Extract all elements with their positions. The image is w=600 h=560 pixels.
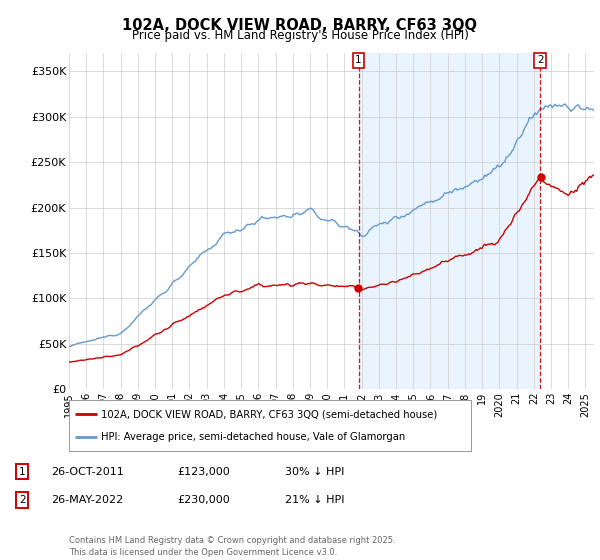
Text: 30% ↓ HPI: 30% ↓ HPI: [285, 466, 344, 477]
Text: 21% ↓ HPI: 21% ↓ HPI: [285, 495, 344, 505]
Bar: [359, 53, 540, 389]
Text: 26-MAY-2022: 26-MAY-2022: [51, 495, 123, 505]
Text: 26-OCT-2011: 26-OCT-2011: [51, 466, 124, 477]
Text: 1: 1: [355, 55, 362, 66]
Text: HPI: Average price, semi-detached house, Vale of Glamorgan: HPI: Average price, semi-detached house,…: [101, 432, 406, 442]
Text: 1: 1: [19, 466, 26, 477]
Text: £230,000: £230,000: [177, 495, 230, 505]
Text: Price paid vs. HM Land Registry's House Price Index (HPI): Price paid vs. HM Land Registry's House …: [131, 29, 469, 42]
Text: 102A, DOCK VIEW ROAD, BARRY, CF63 3QQ (semi-detached house): 102A, DOCK VIEW ROAD, BARRY, CF63 3QQ (s…: [101, 409, 437, 419]
Text: Contains HM Land Registry data © Crown copyright and database right 2025.
This d: Contains HM Land Registry data © Crown c…: [69, 536, 395, 557]
Text: 102A, DOCK VIEW ROAD, BARRY, CF63 3QQ: 102A, DOCK VIEW ROAD, BARRY, CF63 3QQ: [122, 18, 478, 33]
Text: £123,000: £123,000: [177, 466, 230, 477]
Text: 2: 2: [19, 495, 26, 505]
Text: 2: 2: [537, 55, 544, 66]
